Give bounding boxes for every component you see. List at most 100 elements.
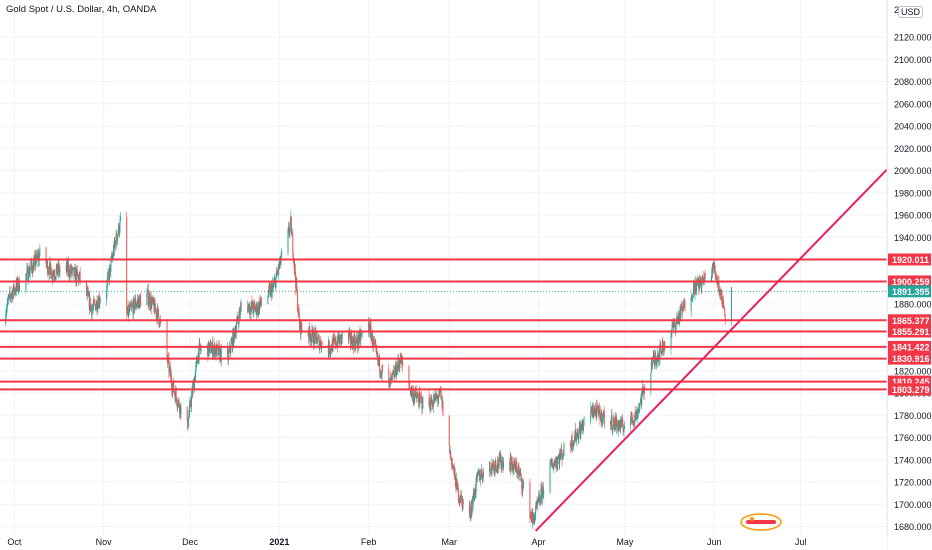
candle-body [598,409,600,416]
candle-body [300,322,302,335]
candle-body [371,336,373,340]
candle-body [350,343,352,344]
candle-body [711,269,713,279]
candle-body [140,297,142,306]
candle-body [216,344,218,357]
candle-body [5,311,7,317]
candle-body [190,400,192,407]
candle-body [25,273,27,275]
candle-body [113,240,115,255]
candle-body [577,432,579,440]
candle-body [208,346,210,354]
candle-body [611,415,613,431]
candle-body [415,389,417,392]
candle-body [189,404,191,414]
candle-body [449,444,451,454]
candle-body [616,419,618,425]
candle-body [296,278,298,291]
currency-badge[interactable]: USD [898,6,924,18]
candle-body [419,392,421,396]
candle-body [557,457,559,459]
candle-body [176,403,178,407]
candle-body [621,419,623,427]
candle-body [699,276,701,283]
candle-body [495,460,497,466]
candle-body [149,296,151,307]
candle-body [311,328,313,331]
candle-body [552,466,554,470]
candle-body [297,293,299,311]
candle-body [48,262,50,275]
candle-body [95,305,97,311]
candle-body [111,257,113,260]
candle-body [187,424,189,429]
candle-body [730,287,732,320]
candle-body [612,419,614,427]
candle-body [613,417,615,430]
candle-body [173,382,175,393]
candle-body [659,343,661,347]
candle-body [93,300,95,302]
candle-body [693,282,695,295]
candle-body [475,492,477,494]
candle-body [456,478,458,482]
candle-body [710,278,712,280]
candle-body [96,300,98,310]
candle-body [126,216,128,314]
candle-body [637,409,639,412]
candle-body [288,232,290,234]
x-tick-label: Oct [7,537,22,547]
candle-body [136,302,138,305]
candle-body [311,336,313,342]
candle-body [233,328,235,345]
candle-body [230,343,232,353]
candle-body [116,233,118,240]
candle-body [497,459,499,466]
candle-body [6,303,8,309]
candle-body [543,492,545,494]
candle-body [496,468,498,471]
candle-body [724,314,726,320]
candle-body [511,456,513,465]
candle-body [514,460,516,466]
candle-body [673,320,675,322]
candle-body [454,468,456,476]
candle-body [280,260,282,265]
candle-body [576,433,578,438]
candle-body [441,395,443,397]
candle-body [414,395,416,401]
candle-body [533,514,535,519]
candle-body [268,285,270,296]
candle-body [530,513,532,514]
candle-body [320,340,322,347]
candle-body [273,285,275,287]
candle-body [656,361,658,365]
candle-body [638,408,640,410]
candle-body [529,513,531,518]
candle-body [126,313,128,314]
candle-body [68,266,70,276]
candle-body [437,397,439,401]
candle-body [481,473,483,479]
candle-body [563,444,565,456]
candle-body [54,276,56,278]
candle-body [470,514,472,516]
candle-body [501,465,503,469]
candle-body [260,297,262,304]
candle-body [292,253,294,261]
candle-body [412,390,414,402]
candle-body [7,298,9,304]
candle-body [238,310,240,325]
candle-body [117,233,119,236]
candle-body [356,337,358,345]
candle-body [166,321,168,358]
candle-body [573,440,575,447]
candle-body [380,375,382,376]
candle-body [379,357,381,373]
candle-body [411,387,413,397]
candle-body [317,337,319,342]
candle-body [560,454,562,458]
candle-body [169,366,171,377]
candle-body [401,357,403,363]
